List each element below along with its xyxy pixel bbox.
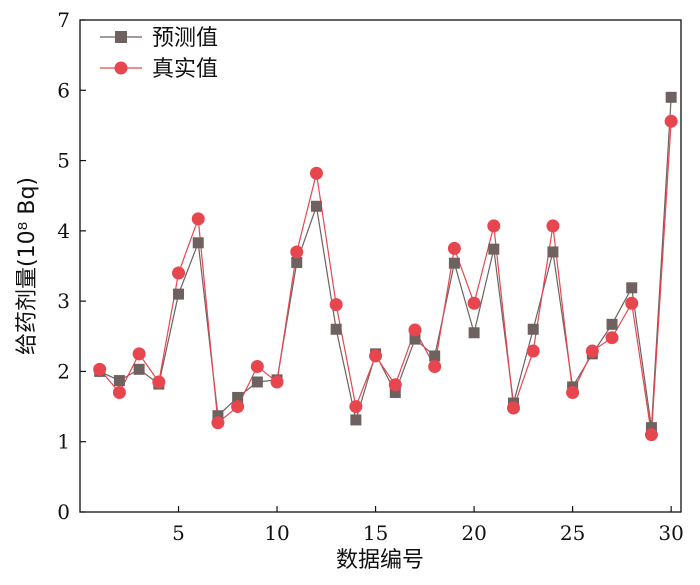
x-tick-label: 20	[461, 521, 486, 545]
actual-point	[231, 400, 245, 414]
predicted-point	[626, 282, 638, 294]
actual-point	[270, 375, 284, 389]
actual-point	[644, 428, 658, 442]
x-tick-label: 10	[264, 521, 289, 545]
actual-point	[290, 245, 304, 259]
predicted-point	[173, 288, 185, 300]
predicted-point	[547, 246, 559, 258]
x-tick-label: 25	[560, 521, 585, 545]
x-tick-label: 30	[658, 521, 683, 545]
actual-point	[250, 360, 264, 374]
actual-point	[447, 241, 461, 255]
predicted-point	[409, 333, 421, 345]
predicted-point	[389, 387, 401, 399]
predicted-point	[113, 375, 125, 387]
predicted-point	[488, 243, 500, 255]
predicted-point	[310, 200, 322, 212]
predicted-point	[212, 410, 224, 422]
series-line-1	[99, 121, 672, 435]
predicted-point	[468, 327, 480, 339]
actual-point	[428, 360, 442, 374]
predicted-point	[251, 376, 263, 388]
predicted-point	[133, 363, 145, 375]
actual-point	[566, 386, 580, 400]
actual-point	[152, 375, 166, 389]
predicted-point	[192, 237, 204, 249]
predicted-point	[330, 323, 342, 335]
y-tick-label: 3	[57, 289, 70, 313]
actual-point	[172, 266, 186, 280]
y-axis: 0 1 2 3 4 5 6 7	[57, 8, 86, 524]
y-tick-label: 6	[57, 78, 70, 102]
y-tick-label: 4	[57, 219, 70, 243]
predicted-point	[645, 422, 657, 434]
actual-point	[507, 401, 521, 415]
actual-point	[191, 212, 205, 226]
actual-point	[526, 344, 540, 358]
y-tick-label: 5	[57, 149, 70, 173]
actual-point	[585, 344, 599, 358]
predicted-point	[429, 350, 441, 362]
y-tick-label: 2	[57, 359, 70, 383]
predicted-point	[527, 323, 539, 335]
legend-item-predicted: 预测值	[100, 26, 218, 51]
x-axis-title: 数据编号	[336, 548, 424, 573]
actual-point	[408, 323, 422, 337]
y-tick-label: 0	[57, 500, 70, 524]
y-tick-label: 7	[57, 8, 70, 32]
legend-label-predicted: 预测值	[152, 26, 218, 51]
actual-point	[112, 386, 126, 400]
actual-point	[211, 416, 225, 430]
predicted-point	[448, 257, 460, 269]
actual-point	[93, 362, 107, 376]
actual-point	[664, 114, 678, 128]
x-axis: 5 10 15 20 25 30	[172, 506, 684, 545]
actual-point	[546, 219, 560, 233]
plot-frame	[79, 19, 682, 513]
legend-item-actual: 真实值	[100, 57, 218, 82]
legend: 预测值 真实值	[100, 26, 218, 82]
predicted-point	[665, 91, 677, 103]
predicted-point	[350, 414, 362, 426]
actual-point	[487, 219, 501, 233]
x-tick-label: 5	[172, 521, 185, 545]
actual-point	[605, 331, 619, 345]
x-tick-label: 15	[363, 521, 388, 545]
series-line-0	[99, 97, 672, 428]
y-tick-label: 1	[57, 430, 70, 454]
actual-point	[388, 378, 402, 392]
y-axis-title: 给药剂量(10⁸ Bq)	[15, 177, 40, 355]
legend-label-actual: 真实值	[152, 57, 218, 82]
actual-point	[369, 349, 383, 363]
series-layer	[93, 91, 678, 442]
predicted-point	[606, 318, 618, 330]
predicted-point	[291, 256, 303, 268]
actual-point	[349, 400, 363, 414]
actual-point	[467, 296, 481, 310]
actual-point	[309, 166, 323, 180]
actual-point	[625, 296, 639, 310]
actual-point	[329, 298, 343, 312]
actual-point	[132, 347, 146, 361]
predicted-point	[232, 391, 244, 403]
